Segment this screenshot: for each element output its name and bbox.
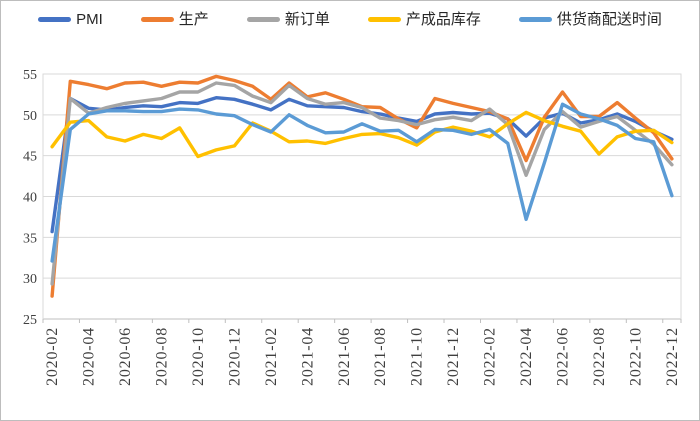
x-axis-tick-label: 2020-12 (226, 327, 243, 386)
x-axis-tick-label: 2020-10 (190, 327, 207, 386)
legend-item-production: 生产 (140, 11, 209, 28)
legend-item-finished-goods-inventory: 产成品库存 (367, 11, 481, 28)
x-axis-tick-label: 2020-08 (153, 327, 170, 386)
x-axis-tick-label: 2020-04 (81, 327, 98, 386)
y-axis-tick-label: 40 (23, 191, 37, 206)
y-axis-tick-label: 25 (23, 313, 37, 328)
y-axis-tick-label: 35 (23, 231, 37, 246)
series-line-新订单 (50, 81, 674, 286)
legend-item-pmi: PMI (38, 12, 103, 27)
x-axis-tick-label: 2021-02 (263, 327, 280, 386)
y-axis-tick-label: 45 (23, 150, 37, 165)
legend-label-production: 生产 (178, 11, 209, 28)
x-axis-tick-label: 2020-06 (117, 327, 134, 386)
x-axis-tick-label: 2021-12 (445, 327, 462, 386)
x-axis-tick-label: 2022-10 (627, 327, 644, 386)
legend-label-supplier-delivery-time: 供货商配送时间 (556, 11, 662, 28)
x-axis-tick-label: 2022-02 (482, 327, 499, 386)
x-axis-tick-label: 2020-02 (44, 327, 61, 386)
series-line-PMI (50, 95, 674, 234)
series-line-产成品库存 (50, 110, 674, 159)
x-axis-tick-label: 2022-04 (518, 327, 535, 386)
y-axis-tick-label: 55 (23, 68, 37, 83)
legend-swatch-supplier-delivery-time (518, 17, 552, 22)
plot-border (42, 73, 682, 319)
legend-swatch-production (140, 17, 174, 22)
legend-label-new-orders: 新订单 (284, 11, 330, 28)
y-axis-tick-label: 50 (23, 109, 37, 124)
x-axis-tick-label: 2022-06 (555, 327, 572, 386)
legend-swatch-finished-goods-inventory (367, 17, 401, 22)
x-axis-tick-label: 2021-06 (336, 327, 353, 386)
chart-legend: PMI 生产 新订单 产成品库存 供货商配送时间 (1, 12, 699, 27)
legend-swatch-new-orders (246, 17, 280, 22)
legend-item-new-orders: 新订单 (246, 11, 330, 28)
legend-item-supplier-delivery-time: 供货商配送时间 (518, 11, 662, 28)
legend-label-pmi: PMI (76, 11, 103, 28)
x-axis-tick-label: 2021-08 (372, 327, 389, 386)
x-axis-tick-label: 2022-08 (591, 327, 608, 386)
y-axis-tick-label: 30 (23, 272, 37, 287)
x-axis-tick-label: 2021-10 (409, 327, 426, 386)
legend-swatch-pmi (38, 17, 72, 22)
x-axis-tick-label: 2022-12 (664, 327, 681, 386)
series-line-供货商配送时间 (50, 102, 674, 263)
x-axis-tick-label: 2021-04 (299, 327, 316, 386)
legend-label-finished-goods-inventory: 产成品库存 (405, 11, 481, 28)
